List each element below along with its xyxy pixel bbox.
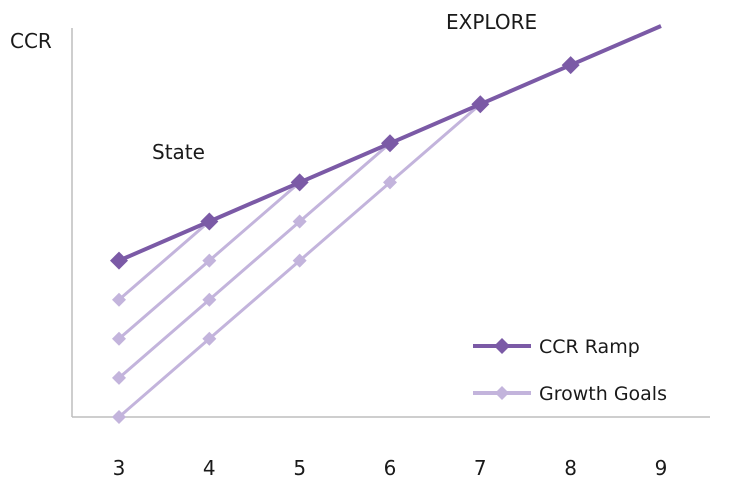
growth-goals-point-4-2 — [202, 331, 217, 346]
ccr-ramp-point-5 — [471, 95, 490, 114]
x-tick-label: 9 — [655, 456, 668, 480]
ccr-ramp-point-2 — [200, 212, 219, 231]
legend-label-ccr-ramp: CCR Ramp — [539, 336, 640, 358]
legend-marker-growth-goals — [495, 386, 509, 400]
y-axis-label: CCR — [10, 29, 52, 53]
growth-goals-point-3-2 — [202, 292, 217, 307]
growth-goals-point-3-3 — [292, 214, 307, 229]
x-tick-label: 3 — [113, 456, 126, 480]
x-tick-labels: 3 4 5 6 7 8 9 — [113, 456, 668, 480]
ccr-ramp-point-1 — [110, 251, 128, 270]
growth-goals-line-3 — [118, 142, 391, 380]
ccr-ramp-point-3 — [290, 173, 309, 192]
legend-label-growth-goals: Growth Goals — [539, 383, 667, 405]
growth-goals-point-4-1 — [112, 410, 126, 424]
axes — [71, 28, 710, 418]
x-tick-label: 7 — [474, 456, 487, 480]
ccr-ramp-point-4 — [380, 134, 399, 153]
series-layer — [110, 24, 662, 424]
growth-goals-point-4-3 — [292, 253, 307, 268]
growth-goals-point-4-4 — [382, 175, 397, 190]
growth-goals-point-2-1 — [112, 331, 126, 346]
growth-goals-line-1 — [118, 220, 211, 301]
x-tick-label: 6 — [384, 456, 397, 480]
annotation-state: State — [152, 140, 205, 164]
growth-goals-point-3-1 — [112, 370, 126, 385]
growth-goals-point-1-1 — [112, 292, 126, 307]
x-tick-label: 8 — [564, 456, 577, 480]
legend: CCR Ramp Growth Goals — [473, 336, 667, 405]
x-tick-label: 5 — [293, 456, 306, 480]
growth-goals-point-2-2 — [202, 253, 217, 268]
annotation-explore: EXPLORE — [446, 10, 537, 34]
legend-marker-ccr-ramp — [494, 338, 510, 354]
ccr-ramp-point-6 — [561, 56, 580, 75]
x-tick-label: 4 — [203, 456, 216, 480]
